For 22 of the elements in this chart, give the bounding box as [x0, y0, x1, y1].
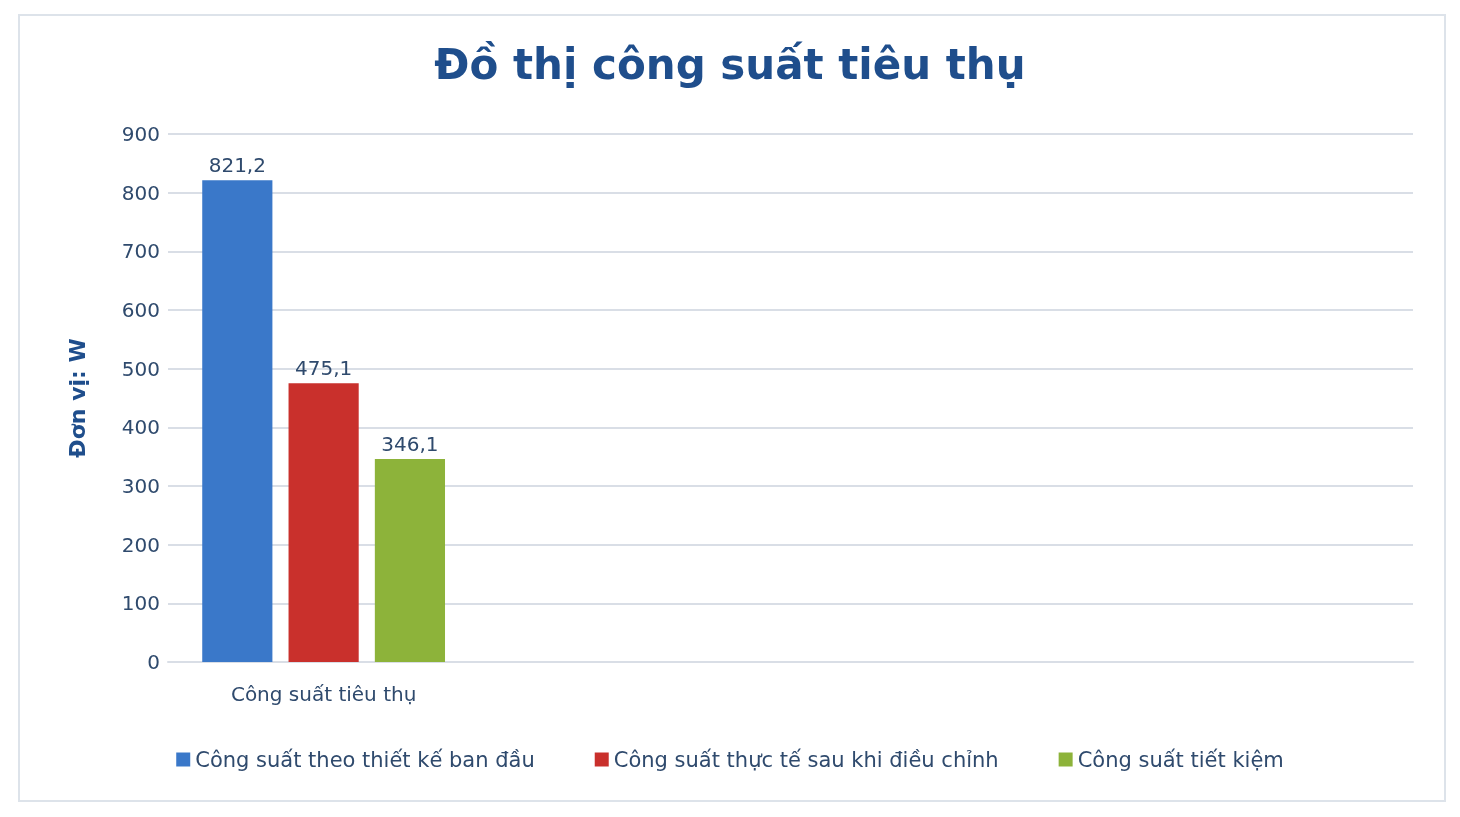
chart-title: Đồ thị công suất tiêu thụ	[434, 39, 1026, 89]
y-tick-label: 700	[121, 239, 160, 264]
bar	[374, 458, 446, 662]
bar	[288, 383, 359, 662]
y-tick-label: 600	[121, 298, 160, 322]
y-tick-label: 0	[147, 650, 160, 674]
legend-label: Công suất tiết kiệm	[1077, 747, 1284, 772]
data-label: 346,1	[381, 431, 439, 456]
y-tick-label: 800	[121, 180, 160, 205]
legend-label: Công suất thực tế sau khi điều chỉnh	[613, 747, 999, 772]
y-tick-label: 500	[121, 356, 160, 381]
y-tick-label: 900	[121, 122, 160, 146]
y-tick-label: 100	[121, 591, 160, 616]
bar	[202, 180, 273, 662]
y-tick-label: 400	[121, 415, 160, 440]
data-label: 475,1	[294, 356, 353, 381]
data-label: 821,2	[208, 153, 266, 178]
y-tick-label: 200	[121, 532, 160, 557]
legend-label: Công suất theo thiết kế ban đầu	[195, 747, 535, 772]
x-tick-label: Công suất tiêu thụ	[230, 682, 417, 706]
y-axis-title: Đơn vị: W	[64, 338, 90, 458]
y-tick-label: 300	[121, 474, 160, 498]
